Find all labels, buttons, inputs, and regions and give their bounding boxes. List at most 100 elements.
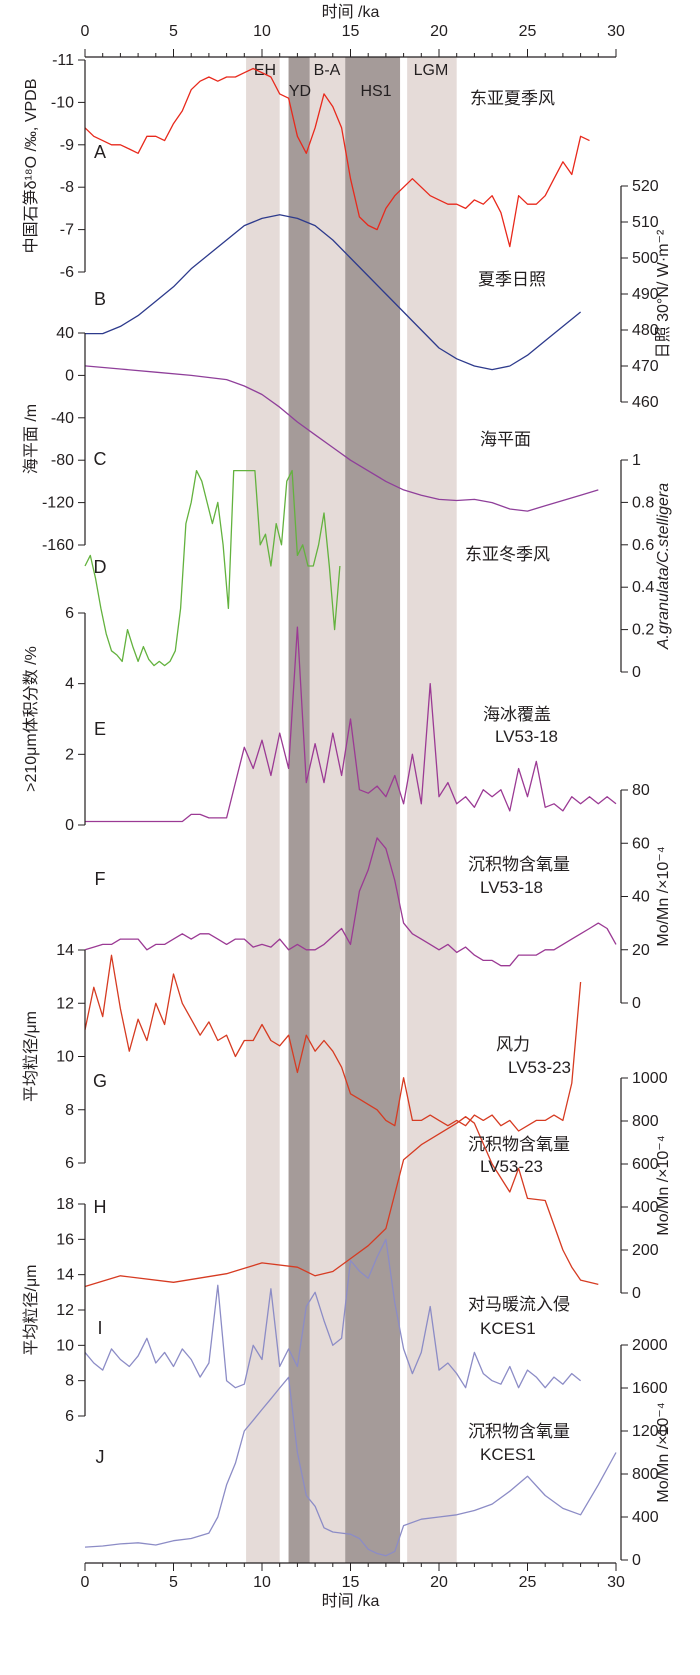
y-tick-label: 80 bbox=[632, 782, 650, 799]
y-tick-label: 60 bbox=[632, 835, 650, 852]
y-axis-e: 0 2 4 6 >210μm体积分数 /% bbox=[22, 605, 86, 834]
y-tick-label: 0 bbox=[632, 995, 641, 1012]
panel-letter-g: G bbox=[93, 1071, 107, 1091]
y-tick-label: 4 bbox=[65, 676, 74, 693]
x-tick-label: 30 bbox=[607, 23, 625, 40]
y-tick-label: 800 bbox=[632, 1113, 659, 1130]
x-tick-label: 5 bbox=[169, 23, 178, 40]
panel-label-c: 海平面 bbox=[480, 430, 531, 449]
panel-letter-j: J bbox=[96, 1447, 105, 1467]
y-axis-f: 0 20 40 60 80 Mo/Mn /×10⁻⁴ bbox=[620, 782, 672, 1012]
y-tick-label: -7 bbox=[60, 222, 74, 239]
series-line-i bbox=[84, 1238, 582, 1389]
y-tick-label: 200 bbox=[632, 1242, 659, 1259]
band-label-eh: EH bbox=[254, 62, 276, 79]
y-tick-label: 10 bbox=[56, 1337, 74, 1354]
panel-sublabel-e: LV53-18 bbox=[495, 727, 558, 746]
y-tick-label: 0 bbox=[632, 664, 641, 681]
y-tick-label: -11 bbox=[52, 52, 74, 69]
panel-label-e: 海冰覆盖 bbox=[483, 705, 551, 724]
y-axis-c: 40 0 -40 -80 -120 -160 海平面 /m bbox=[22, 325, 86, 554]
panel-label-j: 沉积物含氧量 bbox=[468, 1422, 570, 1441]
x-axis-top: 0 5 10 15 20 25 30 时间 /ka bbox=[81, 3, 625, 58]
y-axis-a: -11 -10 -9 -8 -7 -6 中国石笋δ¹⁸O /‰, VPDB bbox=[22, 52, 86, 281]
x-tick-label: 10 bbox=[253, 1574, 271, 1591]
y-tick-label: 0 bbox=[632, 1285, 641, 1302]
x-axis-title: 时间 /ka bbox=[322, 1592, 380, 1610]
y-axis-title-c: 海平面 /m bbox=[22, 404, 40, 474]
period-bands bbox=[246, 57, 457, 1563]
y-axis-title-j: Mo/Mn /×10⁻⁴ bbox=[655, 1402, 672, 1502]
x-tick-label: 20 bbox=[430, 23, 448, 40]
y-tick-label: 400 bbox=[632, 1199, 659, 1216]
series-line-e bbox=[85, 626, 617, 823]
data-series bbox=[84, 67, 617, 1557]
y-tick-label: -120 bbox=[42, 495, 74, 512]
panel-letter-e: E bbox=[94, 719, 106, 739]
panel-sublabel-j: KCES1 bbox=[480, 1445, 536, 1464]
y-tick-label: 2 bbox=[65, 746, 74, 763]
y-tick-label: 510 bbox=[632, 214, 659, 231]
y-tick-label: 0.8 bbox=[632, 494, 654, 511]
panel-sublabel-f: LV53-18 bbox=[480, 878, 543, 897]
y-axis-j: 0 400 800 1200 1600 2000 Mo/Mn /×10⁻⁴ bbox=[620, 1337, 672, 1569]
y-axis-g: 6 8 10 12 14 平均粒径/μm bbox=[22, 942, 86, 1172]
x-tick-label: 30 bbox=[607, 1574, 625, 1591]
y-tick-label: 18 bbox=[56, 1196, 74, 1213]
y-tick-label: 0.6 bbox=[632, 537, 654, 554]
x-tick-label: 25 bbox=[519, 1574, 537, 1591]
y-tick-label: -160 bbox=[42, 537, 74, 554]
y-tick-label: 2000 bbox=[632, 1337, 668, 1354]
x-tick-label: 15 bbox=[342, 23, 360, 40]
series-line-a bbox=[84, 67, 590, 248]
y-tick-label: 0 bbox=[632, 1552, 641, 1569]
y-axis-title-e: >210μm体积分数 /% bbox=[22, 646, 40, 792]
panel-label-h: 沉积物含氧量 bbox=[468, 1135, 570, 1154]
y-tick-label: 8 bbox=[65, 1373, 74, 1390]
panel-label-f: 沉积物含氧量 bbox=[468, 855, 570, 874]
y-tick-label: 0 bbox=[65, 817, 74, 834]
y-tick-label: 40 bbox=[56, 325, 74, 342]
band-lgm bbox=[407, 57, 457, 1563]
y-tick-label: -10 bbox=[51, 94, 74, 111]
y-tick-label: 20 bbox=[632, 942, 650, 959]
y-tick-label: 0 bbox=[65, 367, 74, 384]
y-tick-label: 6 bbox=[65, 1408, 74, 1425]
panel-label-d: 东亚冬季风 bbox=[465, 545, 550, 564]
panel-label-i: 对马暖流入侵 bbox=[468, 1295, 570, 1314]
y-tick-label: 490 bbox=[632, 286, 659, 303]
y-tick-label: 520 bbox=[632, 178, 659, 195]
x-tick-label: 20 bbox=[430, 1574, 448, 1591]
x-tick-label: 25 bbox=[519, 23, 537, 40]
x-axis-title: 时间 /ka bbox=[322, 3, 380, 21]
series-line-b bbox=[85, 214, 582, 371]
x-tick-label: 10 bbox=[253, 23, 271, 40]
panel-letter-h: H bbox=[94, 1197, 107, 1217]
band-label-yd: YD bbox=[289, 83, 311, 100]
y-tick-label: 1200 bbox=[632, 1423, 668, 1440]
y-tick-label: 400 bbox=[632, 1509, 659, 1526]
y-tick-label: 14 bbox=[56, 942, 74, 959]
y-tick-label: 1600 bbox=[632, 1380, 668, 1397]
y-axis-title-b: 日照 30°N/ W·m⁻² bbox=[654, 229, 672, 358]
y-axis-title-i: 平均粒径/μm bbox=[22, 1265, 40, 1356]
y-axis-d: 0 0.2 0.4 0.6 0.8 1 A.granulata/C.stelligera bbox=[620, 452, 672, 681]
x-tick-label: 15 bbox=[342, 1574, 360, 1591]
series-line-d bbox=[84, 469, 341, 667]
band-label-hs1: HS1 bbox=[360, 83, 391, 100]
y-tick-label: 6 bbox=[65, 1155, 74, 1172]
panel-annotations: A 东亚夏季风 B 夏季日照 C 海平面 D 东亚冬季风 E 海冰覆盖 LV53-18 F 沉积物含氧量… bbox=[93, 89, 571, 1467]
y-tick-label: 460 bbox=[632, 394, 659, 411]
y-tick-label: 12 bbox=[56, 995, 74, 1012]
panel-sublabel-g: LV53-23 bbox=[508, 1058, 571, 1077]
period-band-labels: EH YDB-A HS1 LGM bbox=[254, 62, 448, 100]
band-label-b-a: B-A bbox=[314, 62, 341, 79]
series-line-f bbox=[84, 837, 617, 967]
y-tick-label: 1 bbox=[632, 452, 641, 469]
y-tick-label: 14 bbox=[56, 1267, 74, 1284]
series-line-j bbox=[84, 1376, 617, 1557]
y-tick-label: 6 bbox=[65, 605, 74, 622]
y-tick-label: 16 bbox=[56, 1231, 74, 1248]
